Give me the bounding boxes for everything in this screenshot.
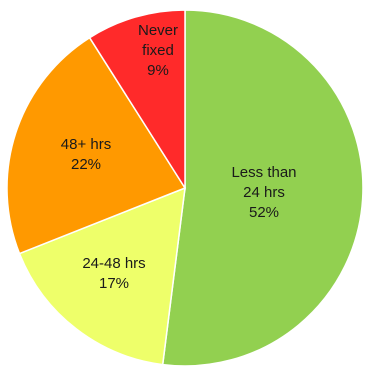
- slice-label-line: fixed: [142, 42, 174, 59]
- slice-label-line: Less than: [231, 164, 296, 181]
- slice-label-48-hrs: 48+ hrs 22%: [61, 136, 111, 173]
- slice-label-less-than-24-hrs: Less than 24 hrs 52%: [231, 164, 296, 221]
- pie-slice-48-hrs: [6, 36, 187, 255]
- slice-label-line: 24 hrs: [243, 184, 285, 201]
- slice-label-line: 52%: [249, 204, 279, 221]
- pie-slice-never-fixed: [88, 9, 186, 191]
- slice-label-line: 24-48 hrs: [82, 255, 145, 272]
- slice-label-24-48-hrs: 24-48 hrs 17%: [82, 255, 145, 292]
- pie-slice-24-48-hrs: [18, 186, 186, 366]
- pie-labels: Less than 24 hrs 52% 24-48 hrs 17% 48+ hrs 22%…: [61, 22, 297, 292]
- slice-label-never-fixed: Never fixed 9%: [138, 22, 178, 79]
- slice-label-line: 22%: [71, 156, 101, 173]
- slice-label-line: 48+ hrs: [61, 136, 111, 153]
- pie-slices: [6, 9, 364, 367]
- slice-label-line: 17%: [99, 275, 129, 292]
- slice-label-line: 9%: [147, 62, 169, 79]
- slice-label-line: Never: [138, 22, 178, 39]
- pie-slice-less-than-24-hrs: [161, 9, 364, 367]
